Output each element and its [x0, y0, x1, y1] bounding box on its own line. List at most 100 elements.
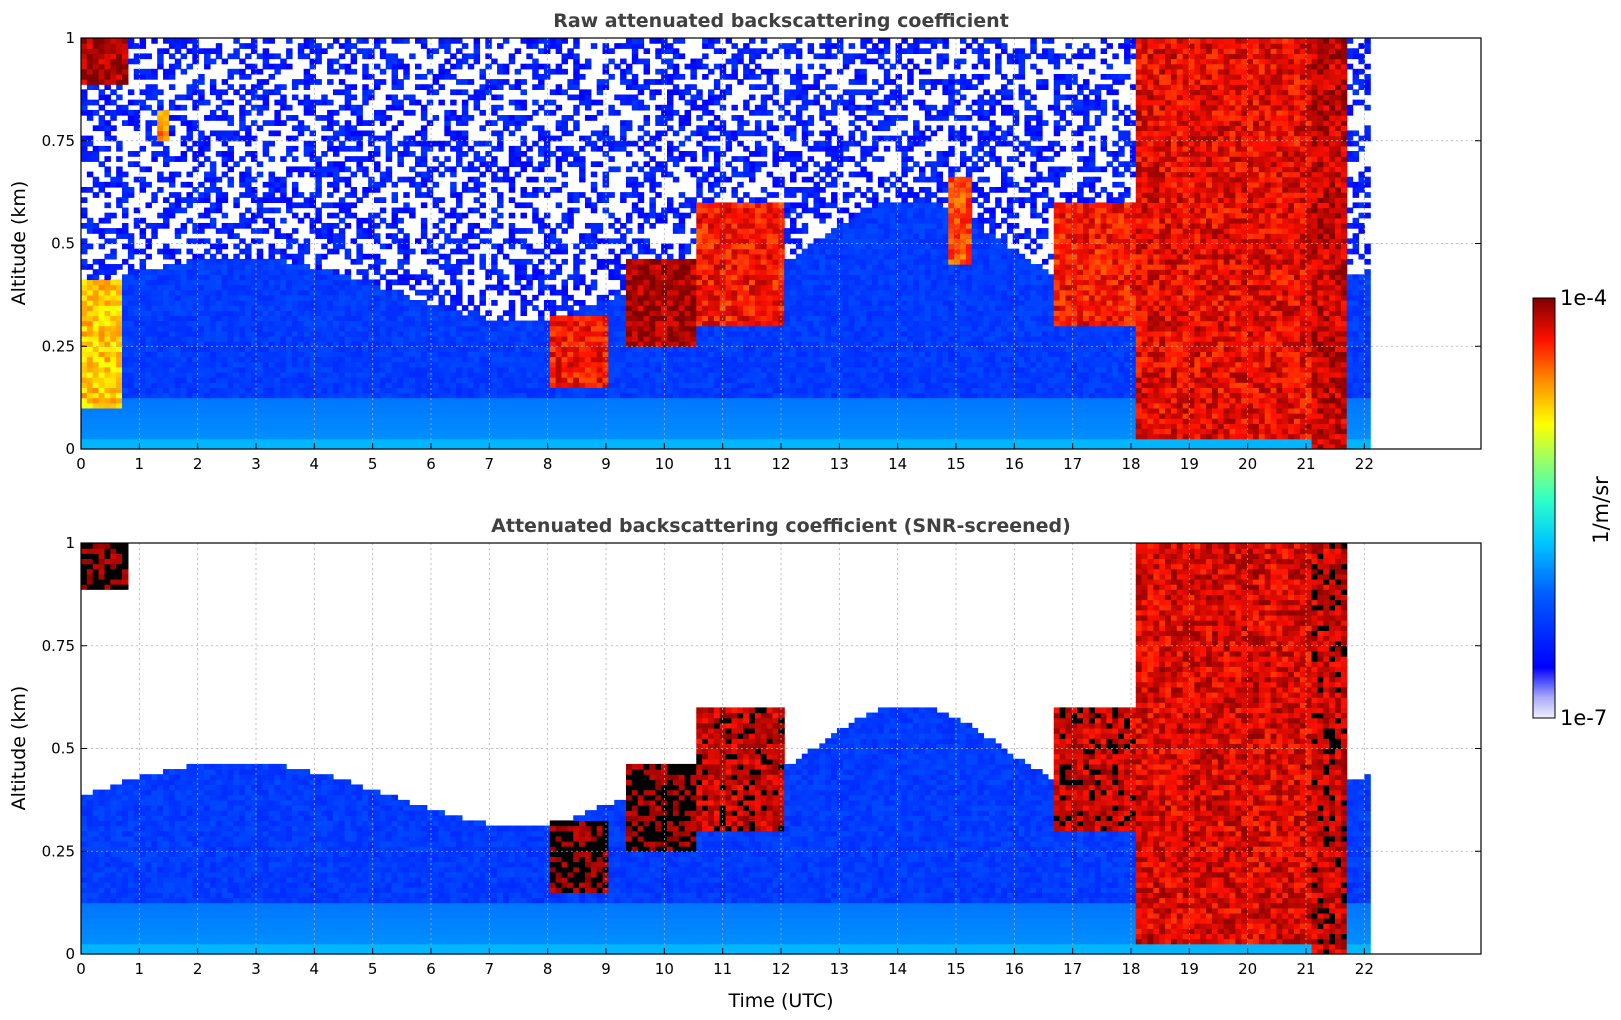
heatmap-cell [415, 130, 421, 136]
heatmap-cell [145, 95, 151, 101]
heatmap-cell [497, 279, 503, 285]
heatmap-cell [526, 146, 532, 152]
heatmap-cell [310, 434, 316, 440]
heatmap-cell [392, 357, 398, 363]
heatmap-cell [321, 331, 327, 337]
heatmap-cell [491, 259, 497, 265]
heatmap-cell [386, 387, 392, 393]
heatmap-cell [315, 192, 321, 198]
heatmap-cell [409, 398, 415, 404]
heatmap-cell [614, 346, 620, 352]
heatmap-cell [614, 367, 620, 373]
heatmap-cell [585, 197, 591, 203]
heatmap-cell [128, 392, 134, 398]
heatmap-cell [186, 264, 192, 270]
heatmap-cell [503, 64, 509, 70]
heatmap-cell [433, 197, 439, 203]
heatmap-cell [562, 321, 568, 327]
heatmap-cell [556, 367, 562, 373]
heatmap-cell [409, 321, 415, 327]
heatmap-cell [110, 403, 116, 409]
heatmap-cell [462, 434, 468, 440]
heatmap-cell [368, 336, 374, 342]
heatmap-cell [386, 357, 392, 363]
heatmap-cell [597, 326, 603, 332]
heatmap-cell [550, 403, 556, 409]
heatmap-cell [380, 321, 386, 327]
heatmap-cell [251, 290, 257, 296]
heatmap-cell [157, 392, 163, 398]
heatmap-cell [181, 151, 187, 157]
heatmap-cell [315, 156, 321, 162]
heatmap-cell [538, 392, 544, 398]
heatmap-cell [345, 305, 351, 311]
heatmap-cell [356, 305, 362, 311]
heatmap-cell [556, 146, 562, 152]
heatmap-cell [181, 141, 187, 147]
heatmap-cell [380, 53, 386, 59]
heatmap-cell [345, 403, 351, 409]
heatmap-cell [128, 423, 134, 429]
heatmap-cell [327, 398, 333, 404]
heatmap-cell [403, 326, 409, 332]
heatmap-cell [368, 305, 374, 311]
heatmap-cell [204, 285, 210, 291]
heatmap-cell [585, 115, 591, 121]
heatmap-cell [257, 321, 263, 327]
heatmap-cell [415, 392, 421, 398]
heatmap-cell [81, 213, 87, 219]
heatmap-cell [128, 382, 134, 388]
heatmap-cell [562, 418, 568, 424]
heatmap-cell [99, 264, 105, 270]
heatmap-cell [491, 146, 497, 152]
heatmap-cell [216, 187, 222, 193]
heatmap-cell [538, 372, 544, 378]
heatmap-cell [491, 382, 497, 388]
heatmap-cell [181, 315, 187, 321]
heatmap-cell [327, 228, 333, 234]
heatmap-cell [110, 269, 116, 275]
heatmap-cell [298, 326, 304, 332]
heatmap-cell [81, 315, 87, 321]
heatmap-cell [286, 269, 292, 275]
heatmap-cell [438, 300, 444, 306]
heatmap-cell [280, 120, 286, 126]
heatmap-cell [620, 43, 626, 49]
heatmap-cell [93, 341, 99, 347]
heatmap-cell [216, 264, 222, 270]
heatmap-cell [356, 146, 362, 152]
heatmap-cell [433, 321, 439, 327]
heatmap-cell [263, 79, 269, 85]
heatmap-cell [485, 372, 491, 378]
heatmap-cell [345, 387, 351, 393]
heatmap-cell [450, 326, 456, 332]
heatmap-cell [269, 387, 275, 393]
heatmap-cell [362, 305, 368, 311]
heatmap-cell [538, 166, 544, 172]
heatmap-cell [567, 95, 573, 101]
heatmap-cell [386, 233, 392, 239]
heatmap-cell [380, 372, 386, 378]
heatmap-cell [339, 310, 345, 316]
heatmap-cell [573, 351, 579, 357]
heatmap-cell [567, 213, 573, 219]
heatmap-cell [474, 367, 480, 373]
heatmap-cell [620, 146, 626, 152]
heatmap-cell [415, 310, 421, 316]
heatmap-cell [204, 315, 210, 321]
heatmap-cell [122, 392, 128, 398]
heatmap-cell [462, 372, 468, 378]
heatmap-cell [339, 146, 345, 152]
heatmap-cell [233, 53, 239, 59]
heatmap-cell [304, 357, 310, 363]
heatmap-cell [386, 362, 392, 368]
heatmap-cell [181, 326, 187, 332]
heatmap-cell [292, 346, 298, 352]
heatmap-cell [321, 428, 327, 434]
heatmap-cell [374, 64, 380, 70]
heatmap-cell [462, 428, 468, 434]
heatmap-cell [485, 285, 491, 291]
heatmap-cell [304, 244, 310, 250]
heatmap-cell [210, 89, 216, 95]
heatmap-cell [269, 413, 275, 419]
